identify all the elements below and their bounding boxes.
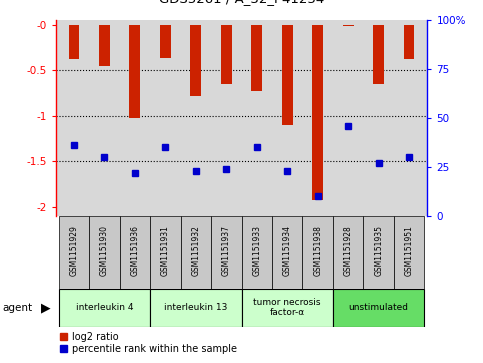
Bar <box>252 25 262 91</box>
Bar <box>302 216 333 289</box>
Text: tumor necrosis
factor-α: tumor necrosis factor-α <box>254 298 321 317</box>
Bar <box>150 216 181 289</box>
Bar <box>394 216 425 289</box>
Bar <box>99 25 110 66</box>
Text: interleukin 13: interleukin 13 <box>164 303 227 312</box>
Text: GSM1151933: GSM1151933 <box>252 225 261 276</box>
Text: GSM1151934: GSM1151934 <box>283 225 292 276</box>
Bar <box>150 289 242 327</box>
Text: GSM1151932: GSM1151932 <box>191 225 200 276</box>
Bar <box>242 216 272 289</box>
Text: GSM1151936: GSM1151936 <box>130 225 139 276</box>
Text: GSM1151935: GSM1151935 <box>374 225 383 276</box>
Bar <box>69 25 79 59</box>
Bar <box>373 25 384 84</box>
Text: GSM1151931: GSM1151931 <box>161 225 170 276</box>
Bar <box>211 216 242 289</box>
Bar <box>120 216 150 289</box>
Bar <box>313 25 323 200</box>
Bar <box>58 216 89 289</box>
Text: agent: agent <box>2 303 32 313</box>
Bar <box>190 25 201 95</box>
Bar <box>404 25 414 59</box>
Text: ▶: ▶ <box>41 301 51 314</box>
Text: GSM1151928: GSM1151928 <box>344 225 353 276</box>
Text: GDS5261 / A_32_P41254: GDS5261 / A_32_P41254 <box>159 0 324 5</box>
Bar <box>272 216 302 289</box>
Bar <box>343 25 354 26</box>
Bar <box>160 25 170 58</box>
Bar <box>181 216 211 289</box>
Bar <box>221 25 231 84</box>
Text: GSM1151938: GSM1151938 <box>313 225 322 276</box>
Bar <box>363 216 394 289</box>
Text: GSM1151951: GSM1151951 <box>405 225 413 276</box>
Text: GSM1151937: GSM1151937 <box>222 225 231 276</box>
Bar <box>58 289 150 327</box>
Text: unstimulated: unstimulated <box>349 303 409 312</box>
Text: GSM1151929: GSM1151929 <box>70 225 78 276</box>
Bar <box>333 216 363 289</box>
Bar <box>282 25 293 125</box>
Bar <box>129 25 140 118</box>
Bar <box>333 289 425 327</box>
Legend: log2 ratio, percentile rank within the sample: log2 ratio, percentile rank within the s… <box>60 331 237 354</box>
Bar <box>242 289 333 327</box>
Bar <box>89 216 120 289</box>
Text: GSM1151930: GSM1151930 <box>100 225 109 276</box>
Text: interleukin 4: interleukin 4 <box>75 303 133 312</box>
